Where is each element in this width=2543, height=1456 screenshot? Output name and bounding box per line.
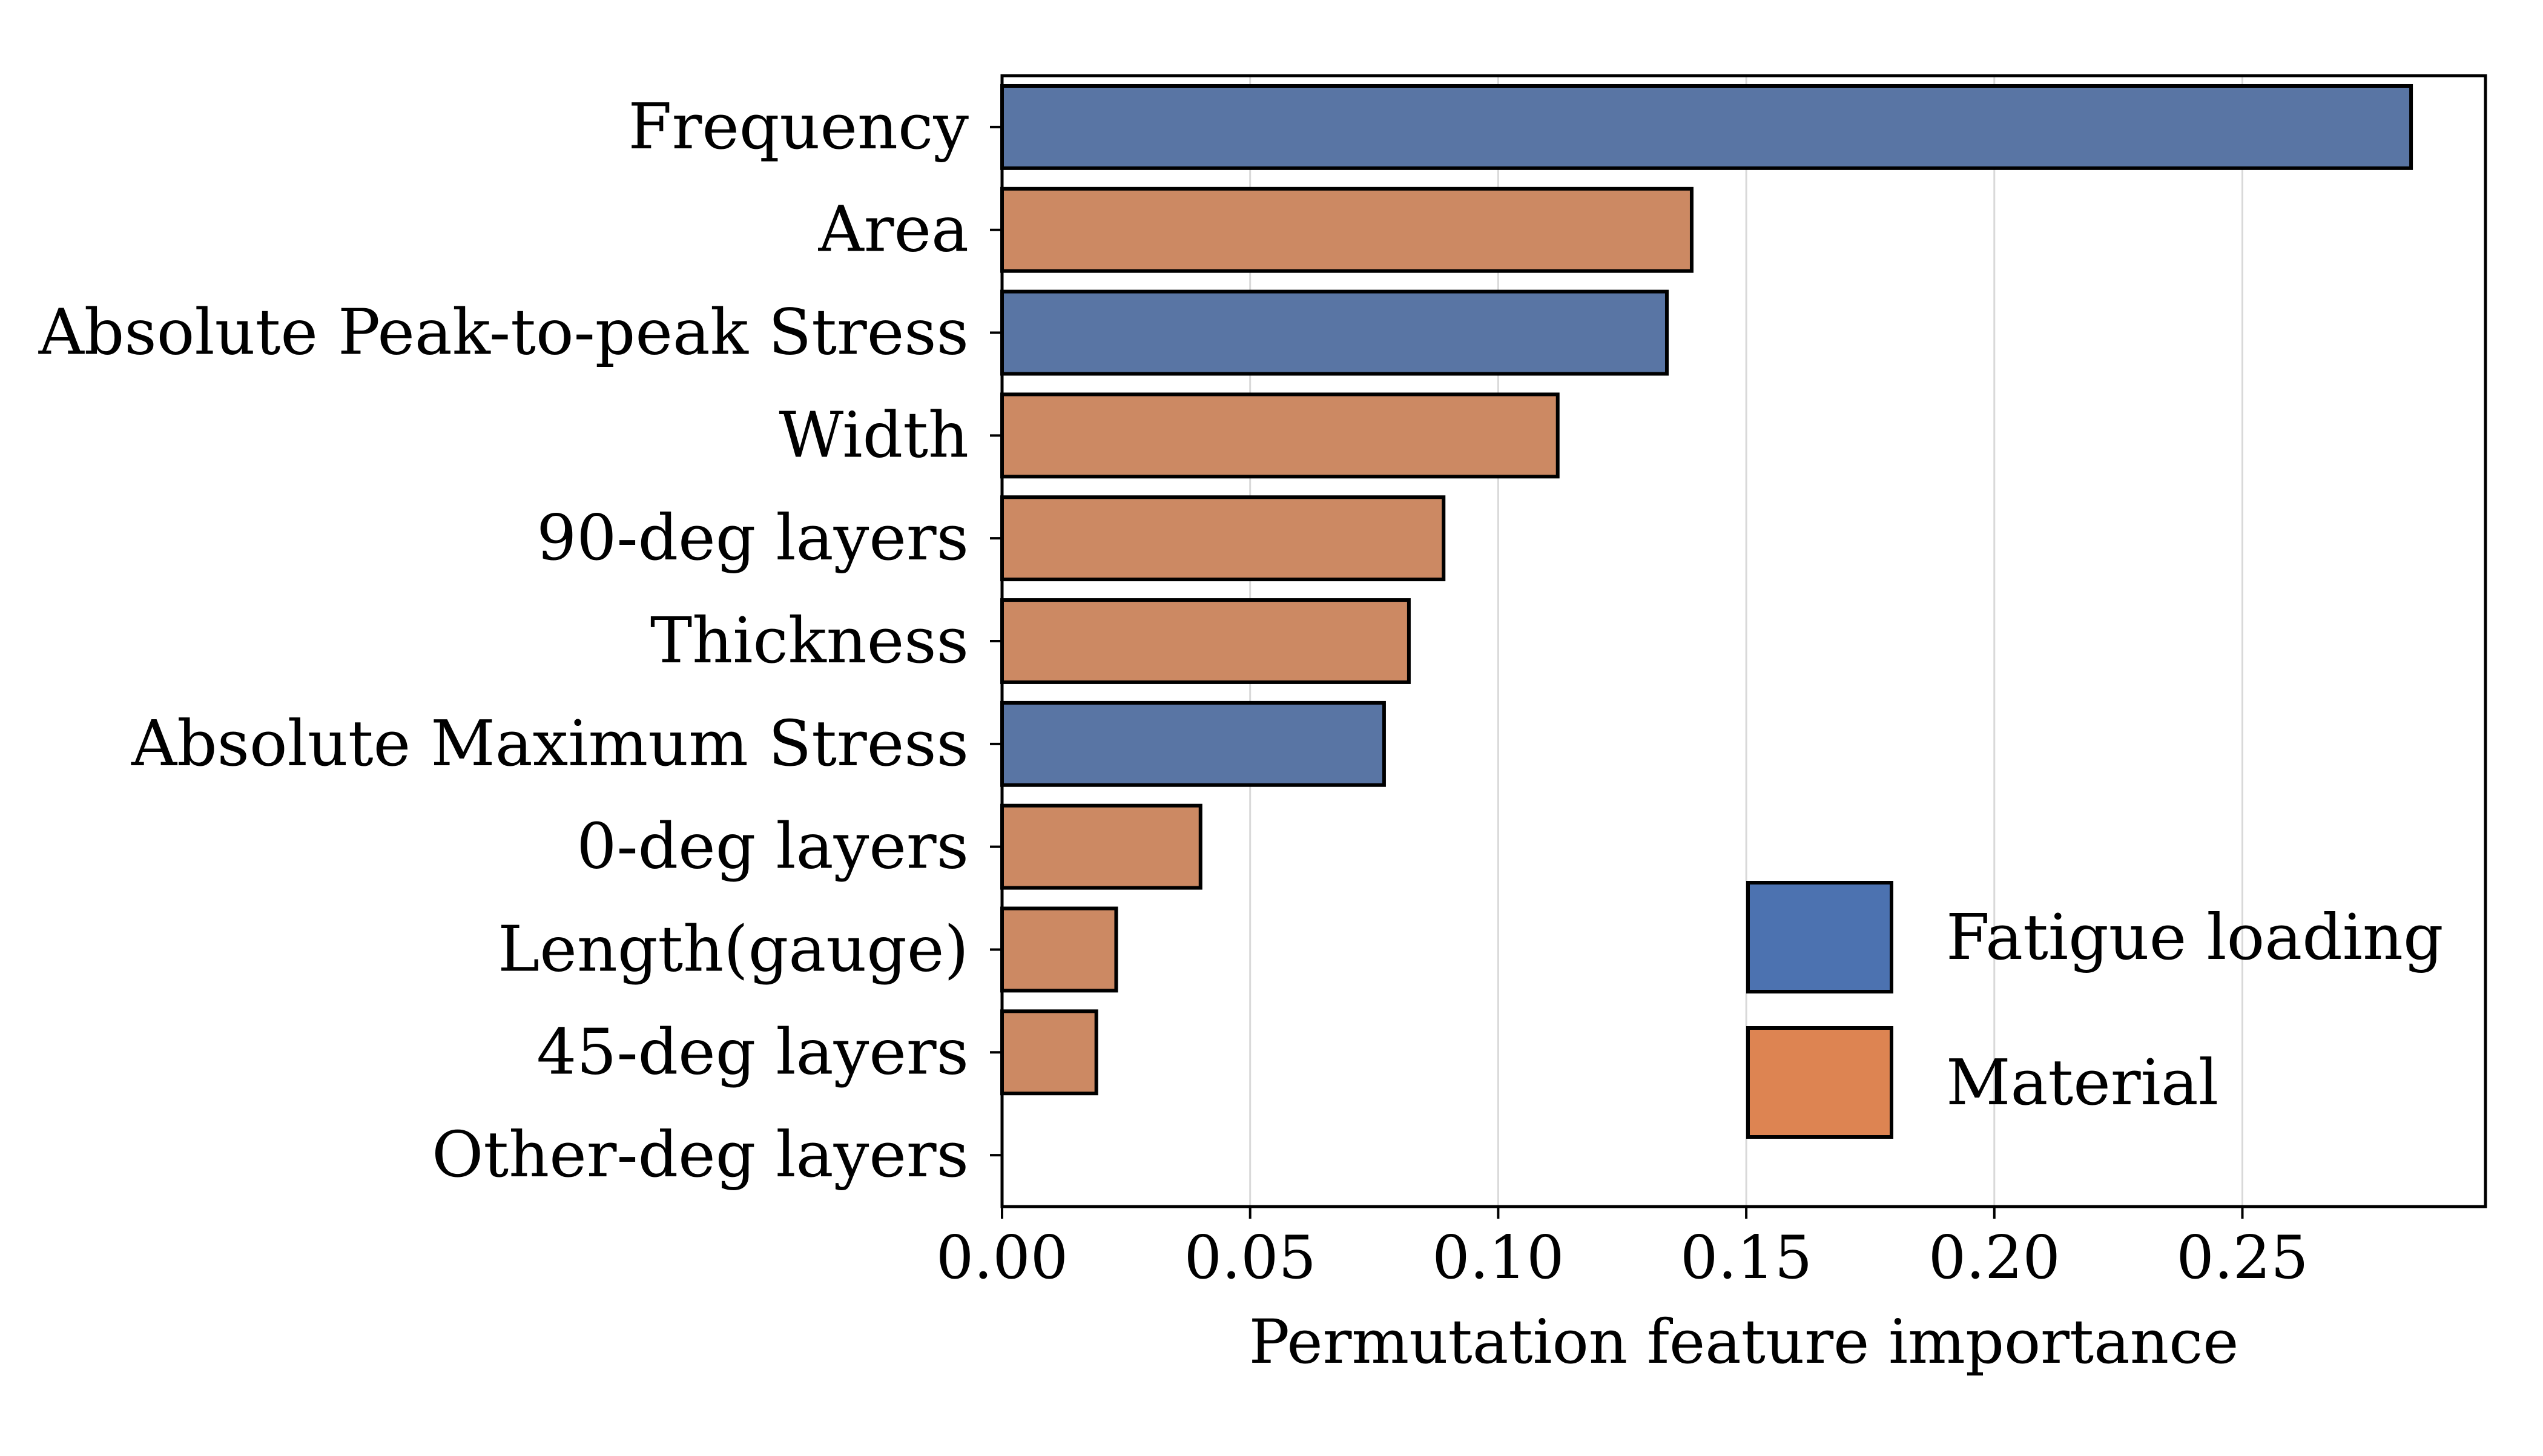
legend-swatch-fatigue-loading [1746,881,1893,993]
x-tick-label: 0.15 [1680,1224,1812,1293]
bar-frequency [1000,84,2413,170]
x-tick-label: 0.10 [1432,1224,1564,1293]
bar-thickness [1000,598,1411,684]
category-label-90-deg-layers: 90-deg layers [536,501,969,575]
bar-0-deg-layers [1000,803,1202,890]
bar-area [1000,186,1694,273]
x-axis-ticks: 0.00 0.05 0.10 0.15 0.20 0.25 [936,1207,2309,1293]
category-label-frequency: Frequency [628,90,969,163]
bar-width [1000,392,1560,479]
bar-absolute-maximum-stress [1000,700,1386,787]
category-label-45-deg-layers: 45-deg layers [536,1015,969,1089]
x-tick-label: 0.00 [936,1224,1068,1293]
category-label-absolute-peak-to-peak-stress: Absolute Peak-to-peak Stress [38,295,969,369]
bars [1000,84,2413,1096]
y-axis-ticks: Frequency Area Absolute Peak-to-peak Stres… [38,90,1002,1191]
x-tick-label: 0.05 [1184,1224,1316,1293]
category-label-other-deg-layers: Other-deg layers [432,1118,969,1191]
legend-label-material: Material [1946,1046,2218,1119]
category-label-area: Area [818,193,969,266]
x-tick-label: 0.25 [2176,1224,2308,1293]
legend-label-fatigue-loading: Fatigue loading [1946,900,2444,974]
category-label-thickness: Thickness [650,604,969,677]
legend-swatch-material [1746,1026,1893,1139]
category-label-length-gauge: Length(gauge) [498,912,969,986]
x-tick-label: 0.20 [1928,1224,2060,1293]
category-label-0-deg-layers: 0-deg layers [576,809,969,883]
category-label-width: Width [779,398,969,472]
category-label-absolute-maximum-stress: Absolute Maximum Stress [131,707,969,780]
bar-absolute-peak-to-peak-stress [1000,289,1669,376]
bar-length-gauge [1000,906,1118,993]
bar-90-deg-layers [1000,495,1446,582]
bar-45-deg-layers [1000,1009,1098,1096]
legend: Fatigue loading Material [1746,881,2444,1139]
x-axis-label: Permutation feature importance [1249,1306,2239,1377]
